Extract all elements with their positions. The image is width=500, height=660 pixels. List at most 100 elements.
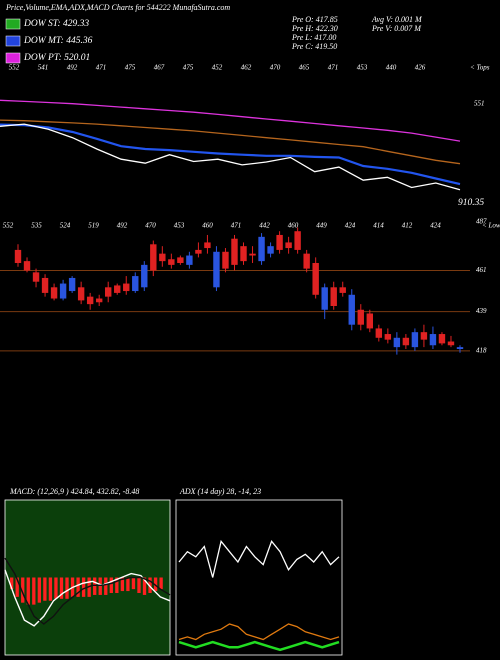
low-label: 424 — [345, 222, 356, 230]
low-label: 524 — [60, 222, 71, 230]
series-line — [0, 99, 461, 142]
series-line — [178, 640, 340, 652]
histogram-bar — [21, 577, 25, 603]
series-line — [178, 539, 340, 578]
y-tick-label: 487 — [476, 217, 487, 225]
candle-body — [285, 242, 292, 249]
candle-body — [438, 334, 446, 344]
series-line — [0, 119, 461, 165]
candle-body — [132, 276, 139, 292]
axis-label: 910.35 — [458, 198, 484, 208]
candle-body — [321, 287, 328, 310]
low-label: 449 — [316, 222, 327, 230]
low-label: 552 — [3, 222, 14, 230]
low-label: 442 — [259, 222, 270, 230]
histogram-bar — [109, 577, 113, 593]
candle-body — [95, 298, 103, 303]
histogram-bar — [43, 577, 47, 601]
histogram-bar — [120, 577, 125, 592]
candle-body — [50, 287, 58, 299]
top-label: 440 — [386, 64, 397, 72]
histogram-bar — [26, 577, 30, 605]
candle-body — [114, 285, 121, 293]
candle-body — [411, 332, 419, 348]
legend-swatch — [5, 18, 21, 30]
histogram-bar — [104, 577, 108, 595]
histogram-bar — [65, 577, 69, 599]
top-label: 465 — [299, 64, 310, 72]
candle-body — [41, 277, 49, 293]
top-label: 462 — [241, 64, 252, 72]
candle-body — [222, 251, 229, 269]
candle-body — [77, 287, 85, 301]
candle-body — [59, 283, 67, 299]
candle-body — [258, 236, 265, 262]
top-label: 475 — [125, 64, 136, 72]
low-label: 519 — [88, 222, 99, 230]
candle-body — [14, 249, 22, 263]
tops-label: < Tops — [470, 64, 490, 72]
candle-body — [420, 332, 428, 340]
panel-title: MACD: (12,26,9 ) 424.84, 432.82, -8.48 — [9, 487, 139, 496]
candle-body — [141, 264, 148, 288]
legend-swatch — [5, 52, 21, 64]
histogram-bar — [98, 577, 102, 595]
histogram-bar — [159, 577, 163, 590]
info-label: Pre C: 419.50 — [291, 42, 337, 51]
top-label: 541 — [38, 64, 49, 72]
low-label: 471 — [231, 222, 242, 230]
legend-label: DOW MT: 445.36 — [23, 36, 93, 46]
candle-body — [168, 259, 175, 265]
axis-label: 551 — [474, 100, 485, 108]
candle-body — [384, 334, 392, 340]
low-label: 460 — [202, 222, 213, 230]
top-label: 426 — [415, 64, 426, 72]
candle-body — [186, 255, 193, 265]
candle-body — [330, 287, 337, 306]
candle-body — [213, 251, 220, 288]
info-label: Pre O: 417.85 — [291, 15, 338, 24]
candle-body — [177, 257, 184, 263]
candle-body — [402, 337, 410, 346]
candle-body — [231, 238, 238, 265]
top-label: 471 — [328, 64, 339, 72]
candle-body — [249, 253, 256, 256]
candle-body — [32, 272, 40, 282]
histogram-bar — [37, 577, 41, 603]
low-label: 535 — [31, 222, 42, 230]
info-label: Avg V: 0.001 M — [371, 15, 423, 24]
histogram-bar — [76, 577, 80, 597]
candle-body — [240, 246, 247, 262]
top-label: 471 — [96, 64, 107, 72]
series-line — [4, 557, 171, 625]
candle-body — [366, 313, 373, 329]
candle-body — [357, 309, 364, 325]
page-title: Price,Volume,EMA,ADX,MACD Charts for 544… — [5, 3, 230, 12]
candle-body — [339, 287, 346, 293]
legend-label: DOW PT: 520.01 — [23, 53, 90, 63]
histogram-bar — [93, 577, 97, 595]
histogram-bar — [59, 577, 64, 599]
candle-body — [393, 337, 401, 348]
top-label: 492 — [67, 64, 78, 72]
series-line — [178, 623, 340, 641]
info-label: Pre V: 0.007 M — [371, 24, 422, 33]
info-label: Pre H: 422.30 — [291, 24, 338, 33]
candle-body — [150, 244, 157, 271]
histogram-bar — [153, 577, 158, 592]
histogram-bar — [115, 577, 119, 593]
histogram-bar — [48, 577, 53, 601]
candle-body — [303, 253, 310, 269]
candle-body — [375, 328, 383, 338]
low-label: 412 — [402, 222, 413, 230]
info-label: Pre L: 417.00 — [291, 33, 336, 42]
panel-title: ADX (14 day) 28, -14, 23 — [179, 487, 261, 496]
top-label: 453 — [357, 64, 368, 72]
candle-body — [294, 231, 301, 250]
top-label: 467 — [154, 64, 165, 72]
histogram-bar — [54, 577, 58, 599]
low-label: 424 — [430, 222, 441, 230]
candle-body — [429, 334, 437, 346]
y-tick-label: 418 — [476, 346, 487, 354]
